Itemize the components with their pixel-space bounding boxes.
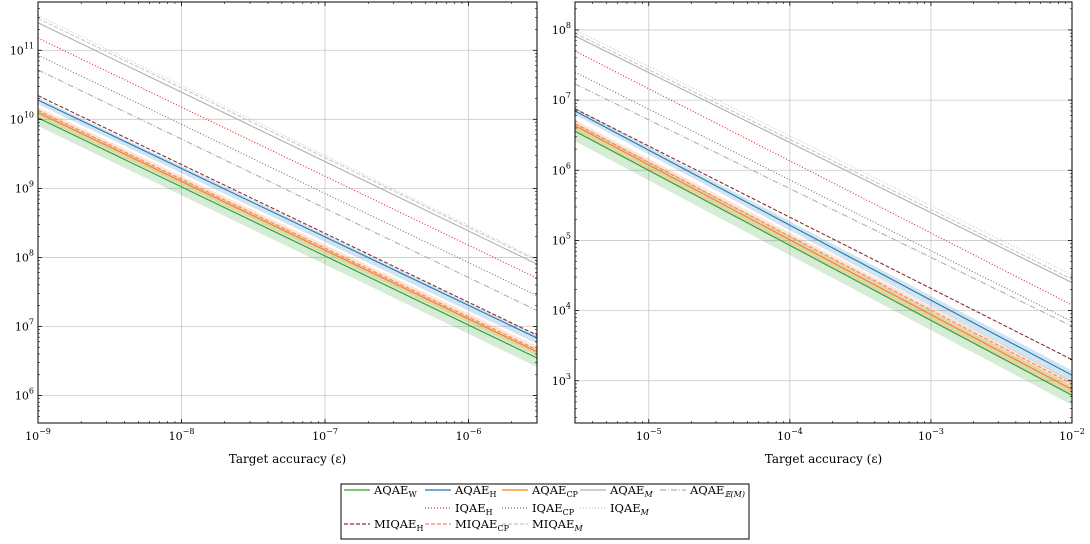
aqae_h-band (38, 97, 537, 344)
left-plot: 10−9 10−8 10−7 10−6 106 107 108 109 1010 1011 Targ… (10, 1, 538, 466)
y-tick-label: 106 (15, 387, 34, 403)
miqae_m-line (575, 32, 1072, 280)
iqae_cp-line (38, 54, 537, 297)
x-tick-label: 10−9 (25, 427, 51, 443)
legend-label-aqae_h: AQAEH (454, 483, 496, 499)
legend-label-iqae_m: IQAEM (610, 501, 650, 517)
x-tick-label: 10−7 (312, 427, 338, 443)
y-tick-label: 108 (15, 248, 34, 264)
aqae_cp-band (38, 107, 537, 356)
y-tick-label: 105 (552, 231, 571, 247)
iqae_cp-line (575, 71, 1072, 322)
aqae_em-line (575, 83, 1072, 327)
x-tick-label: 10−5 (636, 427, 662, 443)
legend-label-miqae_cp: MIQAECP (455, 517, 510, 533)
legend-label-iqae_cp: IQAECP (532, 501, 575, 517)
miqae_m-line (38, 17, 537, 262)
y-tick-label: 107 (552, 91, 571, 107)
iqae_h-line (38, 37, 537, 279)
y-tick-label: 1010 (10, 110, 34, 126)
miqae_cp-line (38, 109, 537, 351)
miqae_h-line (38, 95, 537, 336)
right-plot: 10−5 10−4 10−3 10−2 103 104 105 106 107 108 Target… (552, 1, 1085, 466)
y-tick-label: 107 (15, 317, 34, 333)
x-axis-label: Target accuracy (ε) (765, 452, 883, 466)
x-tick-label: 10−6 (456, 427, 482, 443)
aqae_m-line (575, 35, 1072, 284)
legend-label-aqae_cp: AQAECP (531, 483, 579, 499)
miqae_cp-line (575, 123, 1072, 385)
y-tick-label: 103 (552, 372, 571, 388)
x-axis-label: Target accuracy (ε) (229, 452, 347, 466)
y-tick-label: 109 (15, 179, 34, 195)
y-tick-label: 104 (552, 302, 571, 318)
y-tick-label: 106 (552, 161, 571, 177)
y-tick-label: 1011 (10, 41, 34, 57)
axes-frame (37, 1, 538, 424)
aqae_cp-line (38, 112, 537, 353)
axes-frame (574, 1, 1073, 424)
x-tick-label: 10−8 (169, 427, 195, 443)
aqae_h-band (575, 107, 1072, 383)
plot-area (575, 29, 1072, 406)
iqae_m-line (38, 14, 537, 260)
x-tick-label: 10−3 (918, 427, 944, 443)
aqae_h-line (575, 110, 1072, 376)
legend-label-aqae_w: AQAEW (373, 483, 417, 499)
x-tick-label: 10−2 (1059, 427, 1085, 443)
plot-area (38, 14, 537, 367)
aqae_w-line (575, 130, 1072, 396)
aqae_m-line (38, 22, 537, 265)
aqae_w-line (38, 117, 537, 359)
legend-label-aqae_em: AQAE𝔼(M) (689, 483, 745, 499)
iqae_h-line (575, 50, 1072, 306)
legend-label-miqae_m: MIQAEM (532, 517, 583, 533)
aqae_cp-line (575, 125, 1072, 391)
aqae_em-line (38, 69, 537, 312)
y-tick-label: 108 (552, 21, 571, 37)
legend-label-aqae_m: AQAEM (609, 483, 653, 499)
legend: AQAEW AQAEH AQAECP AQAEM AQAE𝔼(M) IQAEH IQAECP… (340, 483, 750, 540)
aqae_w-band (38, 110, 537, 367)
miqae_h-line (575, 108, 1072, 361)
aqae_h-line (38, 99, 537, 339)
legend-box (340, 483, 750, 540)
x-tick-label: 10−4 (777, 427, 803, 443)
legend-label-miqae_h: MIQAEH (374, 517, 423, 533)
legend-label-iqae_h: IQAEH (455, 501, 493, 517)
